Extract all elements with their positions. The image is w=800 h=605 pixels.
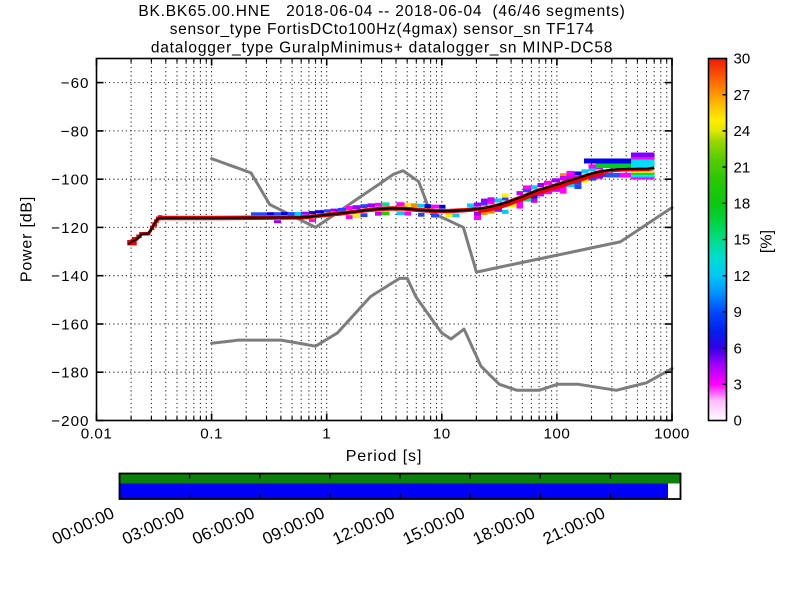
svg-text:6: 6 xyxy=(734,340,742,357)
svg-text:15: 15 xyxy=(734,232,751,249)
svg-text:100: 100 xyxy=(543,426,570,443)
svg-text:30: 30 xyxy=(734,51,751,68)
svg-text:0.1: 0.1 xyxy=(200,426,223,443)
svg-text:12: 12 xyxy=(734,268,751,285)
svg-text:27: 27 xyxy=(734,87,751,104)
svg-text:−100: −100 xyxy=(51,172,89,189)
svg-text:−180: −180 xyxy=(51,365,89,382)
svg-text:BK.BK65.00.HNE 2018-06-04 --: BK.BK65.00.HNE 2018-06-04 -- 2018-06-04 … xyxy=(138,3,625,20)
svg-text:−200: −200 xyxy=(51,413,89,430)
svg-text:1: 1 xyxy=(322,426,331,443)
svg-text:Period [s]: Period [s] xyxy=(346,448,423,465)
svg-text:10: 10 xyxy=(433,426,451,443)
svg-text:3: 3 xyxy=(734,377,742,394)
svg-text:9: 9 xyxy=(734,304,742,321)
svg-text:−140: −140 xyxy=(51,268,89,285)
svg-text:0.01: 0.01 xyxy=(81,426,113,443)
svg-text:[%]: [%] xyxy=(759,230,776,253)
svg-text:−80: −80 xyxy=(61,123,90,140)
svg-text:21: 21 xyxy=(734,159,751,176)
svg-text:−160: −160 xyxy=(51,317,89,334)
svg-text:datalogger_type GuralpMinimus+: datalogger_type GuralpMinimus+ datalogge… xyxy=(151,39,613,56)
svg-text:Power [dB]: Power [dB] xyxy=(19,196,36,282)
svg-text:−60: −60 xyxy=(61,75,90,92)
svg-text:18: 18 xyxy=(734,196,751,213)
svg-text:1000: 1000 xyxy=(654,426,690,443)
svg-text:0: 0 xyxy=(734,413,742,430)
svg-text:sensor_type FortisDCto100Hz(4g: sensor_type FortisDCto100Hz(4gmax) senso… xyxy=(170,21,595,38)
svg-text:−120: −120 xyxy=(51,220,89,237)
svg-text:24: 24 xyxy=(734,123,751,140)
